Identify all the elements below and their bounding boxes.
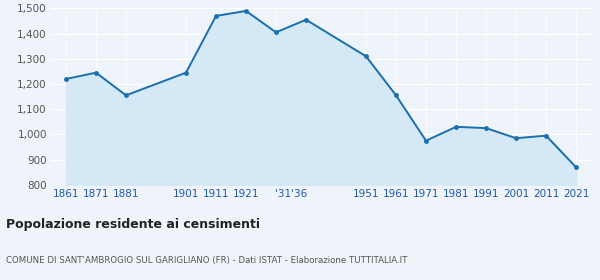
Text: COMUNE DI SANT'AMBROGIO SUL GARIGLIANO (FR) - Dati ISTAT - Elaborazione TUTTITAL: COMUNE DI SANT'AMBROGIO SUL GARIGLIANO (… [6, 256, 407, 265]
Text: Popolazione residente ai censimenti: Popolazione residente ai censimenti [6, 218, 260, 231]
